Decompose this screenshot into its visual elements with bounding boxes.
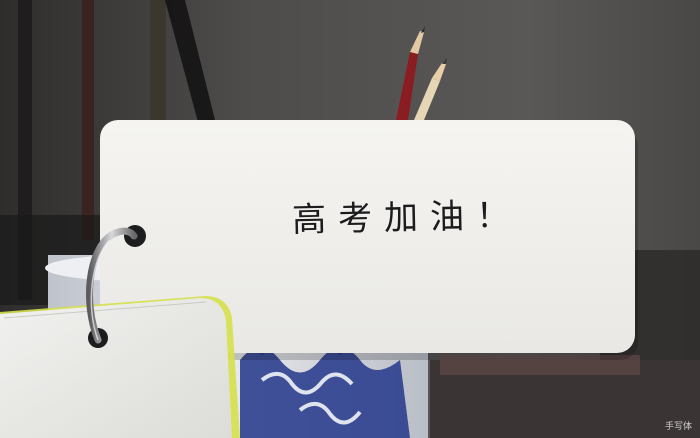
binder-ring-highlight: [90, 239, 111, 341]
background-object: [440, 355, 640, 375]
brush-handle: [82, 0, 94, 240]
binder-ring: [85, 227, 138, 344]
brush-handle: [165, 0, 215, 122]
flash-card-stack: [0, 296, 240, 438]
card-message: 高考加油！: [291, 195, 523, 241]
pencil: [414, 58, 447, 120]
pencil: [396, 26, 425, 120]
watermark: 手写体: [664, 422, 692, 432]
flash-card: [100, 120, 635, 353]
brush-handle: [150, 0, 166, 130]
